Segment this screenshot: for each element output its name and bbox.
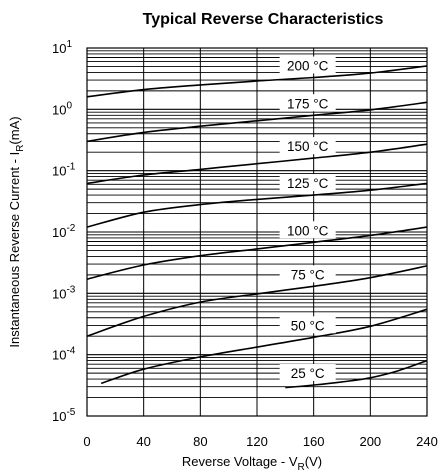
x-tick-label: 80 [193, 434, 207, 449]
series-label-bg [279, 56, 336, 74]
y-tick-base: 10 [52, 41, 66, 56]
y-tick-exponent: -1 [66, 162, 75, 173]
y-axis-label-subscript: R [15, 145, 26, 152]
x-axis-label: Reverse Voltage - VR(V) [182, 454, 322, 473]
y-tick-label: 10-3 [52, 284, 76, 301]
y-tick-exponent: -4 [66, 346, 75, 357]
x-tick-label: 240 [416, 434, 438, 449]
series-label-text: 50 °C [291, 318, 325, 333]
series-label-6: 50 °C [279, 316, 336, 334]
y-tick-base: 10 [52, 286, 66, 301]
y-tick-label: 10-2 [52, 223, 76, 240]
series-label-bg [279, 174, 336, 192]
y-tick-exponent: -3 [66, 284, 75, 295]
x-axis-label-unit: (V) [305, 454, 322, 469]
y-tick-base: 10 [52, 409, 66, 424]
series-label-text: 125 °C [287, 176, 329, 191]
series-label-bg [279, 364, 336, 382]
series-label-text: 200 °C [287, 59, 329, 74]
series-label-text: 100 °C [287, 223, 329, 238]
series-line-1 [86, 101, 428, 143]
x-tick-label: 200 [359, 434, 381, 449]
series-line-0 [86, 65, 428, 98]
series-label-7: 25 °C [279, 364, 336, 382]
series-label-text: 25 °C [291, 366, 325, 381]
y-tick-base: 10 [52, 164, 66, 179]
y-tick-label: 100 [52, 100, 72, 117]
y-axis-label: Instantaneous Reverse Current - IR(mA) [7, 116, 26, 347]
y-tick-label: 10-4 [52, 346, 76, 363]
series-label-text: 175 °C [287, 96, 329, 111]
x-tick-label: 160 [303, 434, 325, 449]
x-axis-label-subscript: R [298, 462, 305, 473]
x-tick-labels: 0 40 80 120 160 200 240 [83, 434, 437, 449]
series-line-4 [86, 226, 428, 280]
series-line-6 [100, 308, 428, 385]
series-label-bg [279, 137, 336, 155]
y-tick-label: 10-1 [52, 162, 76, 179]
series-label-text: 75 °C [291, 267, 325, 282]
series-label-1: 175 °C [279, 94, 336, 112]
series-label-3: 125 °C [279, 174, 336, 192]
series-label-bg [279, 221, 336, 239]
series-label-4: 100 °C [279, 221, 336, 239]
series-label-text: 150 °C [287, 139, 329, 154]
series-label-bg [279, 94, 336, 112]
plot-frame [86, 47, 428, 417]
series-line-5 [86, 265, 428, 337]
x-tick-label: 40 [136, 434, 150, 449]
y-axis-label-unit: (mA) [7, 116, 22, 144]
x-tick-label: 0 [83, 434, 90, 449]
series-label-5: 75 °C [279, 265, 336, 283]
x-tick-label: 120 [246, 434, 268, 449]
y-axis-label-main: Instantaneous Reverse Current - I [7, 152, 22, 348]
y-tick-exponent: -2 [66, 223, 75, 234]
chart-title: Typical Reverse Characteristics [143, 11, 384, 28]
series-line-3 [86, 182, 428, 228]
series-line-2 [86, 143, 428, 185]
series-label-0: 200 °C [279, 56, 336, 74]
x-axis-label-main: Reverse Voltage - V [182, 454, 298, 469]
y-tick-base: 10 [52, 102, 66, 117]
chart-grid [87, 48, 427, 416]
y-tick-label: 10-5 [52, 407, 76, 424]
series-line-7 [285, 359, 428, 389]
series-label-2: 150 °C [279, 137, 336, 155]
y-tick-exponent: 1 [66, 39, 72, 50]
y-tick-base: 10 [52, 348, 66, 363]
series-label-bg [279, 316, 336, 334]
chart-series [86, 65, 428, 389]
y-tick-base: 10 [52, 225, 66, 240]
series-label-bg [279, 265, 336, 283]
y-tick-exponent: 0 [66, 100, 72, 111]
y-tick-exponent: -5 [66, 407, 75, 418]
series-labels: 200 °C 175 °C 150 °C 125 °C 100 °C 75 °C 50 °C… [279, 56, 336, 382]
y-tick-label: 101 [52, 39, 72, 56]
